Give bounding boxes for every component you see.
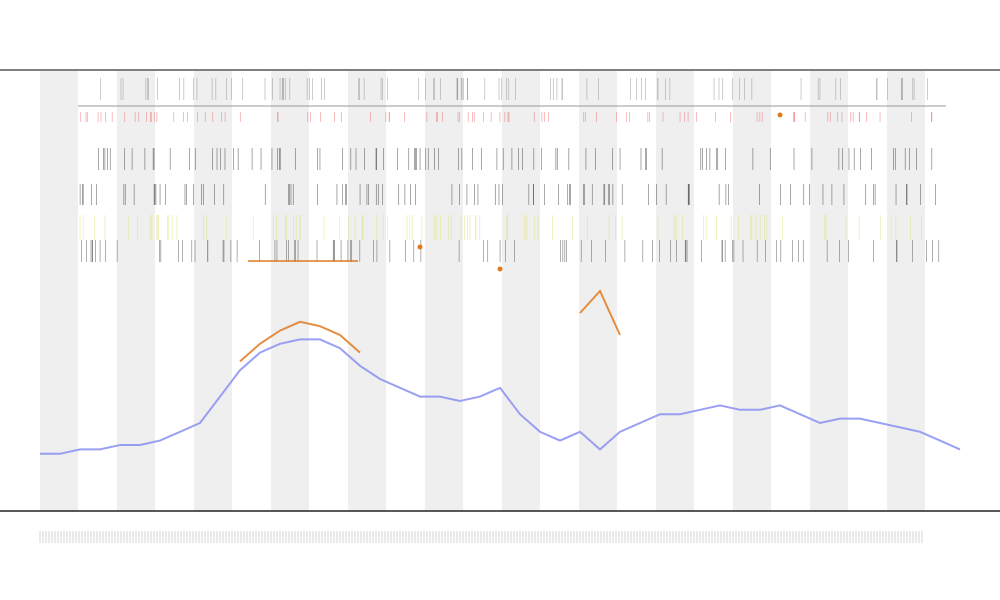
band [887,71,925,511]
band [502,71,540,511]
plot-area [40,112,961,455]
band [733,71,771,511]
series-point [777,112,783,118]
annotation-tracks [79,78,940,262]
background-bands [40,71,925,511]
band [348,71,386,511]
series-point [417,244,423,250]
band [656,71,694,511]
series-point [497,266,503,272]
band [40,71,78,511]
band [425,71,463,511]
band [579,71,617,511]
band [810,71,848,511]
x-tick-marks [39,531,923,543]
band [271,71,309,511]
band [117,71,155,511]
band [194,71,232,511]
series-line [40,338,961,455]
